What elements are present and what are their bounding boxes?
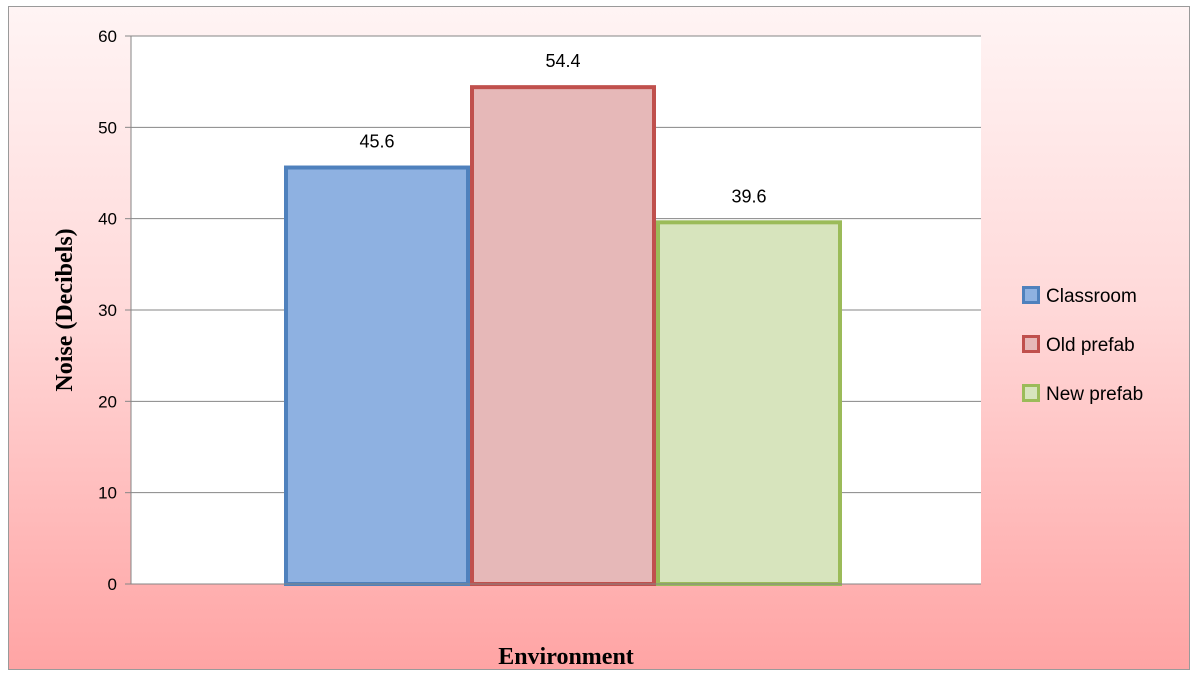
data-label-new-prefab: 39.6: [731, 186, 766, 206]
legend: Classroom Old prefab New prefab: [1022, 286, 1143, 405]
legend-label-new-prefab: New prefab: [1046, 384, 1143, 405]
bar-new-prefab: [656, 220, 842, 586]
x-axis-title: Environment: [498, 644, 634, 670]
y-tick-label: 40: [98, 210, 117, 229]
y-tick-label: 50: [98, 118, 117, 137]
data-labels: 45.6 54.4 39.6: [359, 51, 766, 206]
bars: [284, 85, 842, 587]
data-label-classroom: 45.6: [359, 132, 394, 152]
legend-label-classroom: Classroom: [1046, 286, 1137, 307]
y-tick-labels: 0 10 20 30 40 50 60: [98, 27, 117, 594]
y-tick-label: 0: [108, 575, 117, 594]
y-tick-label: 60: [98, 27, 117, 46]
y-tick-label: 10: [98, 484, 117, 503]
legend-swatch-new-prefab: [1022, 384, 1040, 402]
bar-classroom: [284, 165, 470, 587]
y-tick-label: 20: [98, 392, 117, 411]
y-tick-label: 30: [98, 301, 117, 320]
bar-old-prefab: [470, 85, 656, 586]
legend-label-old-prefab: Old prefab: [1046, 335, 1135, 356]
y-axis-title: Noise (Decibels): [52, 228, 78, 391]
legend-swatch-classroom: [1022, 286, 1040, 304]
legend-swatch-old-prefab: [1022, 335, 1040, 353]
data-label-old-prefab: 54.4: [545, 51, 580, 71]
